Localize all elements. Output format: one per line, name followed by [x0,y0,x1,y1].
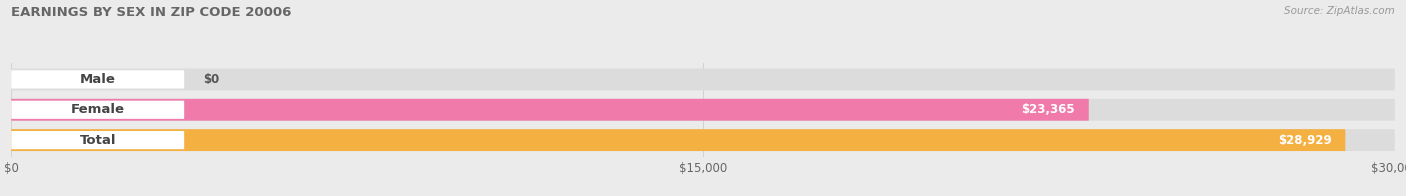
FancyBboxPatch shape [11,129,1395,151]
Text: $28,929: $28,929 [1278,134,1331,147]
FancyBboxPatch shape [11,70,184,89]
FancyBboxPatch shape [11,129,1346,151]
Text: Female: Female [70,103,125,116]
FancyBboxPatch shape [11,101,184,119]
FancyBboxPatch shape [11,99,1088,121]
Text: Source: ZipAtlas.com: Source: ZipAtlas.com [1284,6,1395,16]
Text: $23,365: $23,365 [1021,103,1076,116]
Text: EARNINGS BY SEX IN ZIP CODE 20006: EARNINGS BY SEX IN ZIP CODE 20006 [11,6,291,19]
FancyBboxPatch shape [11,68,1395,90]
Text: Total: Total [80,134,115,147]
FancyBboxPatch shape [11,131,184,149]
FancyBboxPatch shape [11,99,1395,121]
Text: $0: $0 [202,73,219,86]
Text: Male: Male [80,73,115,86]
